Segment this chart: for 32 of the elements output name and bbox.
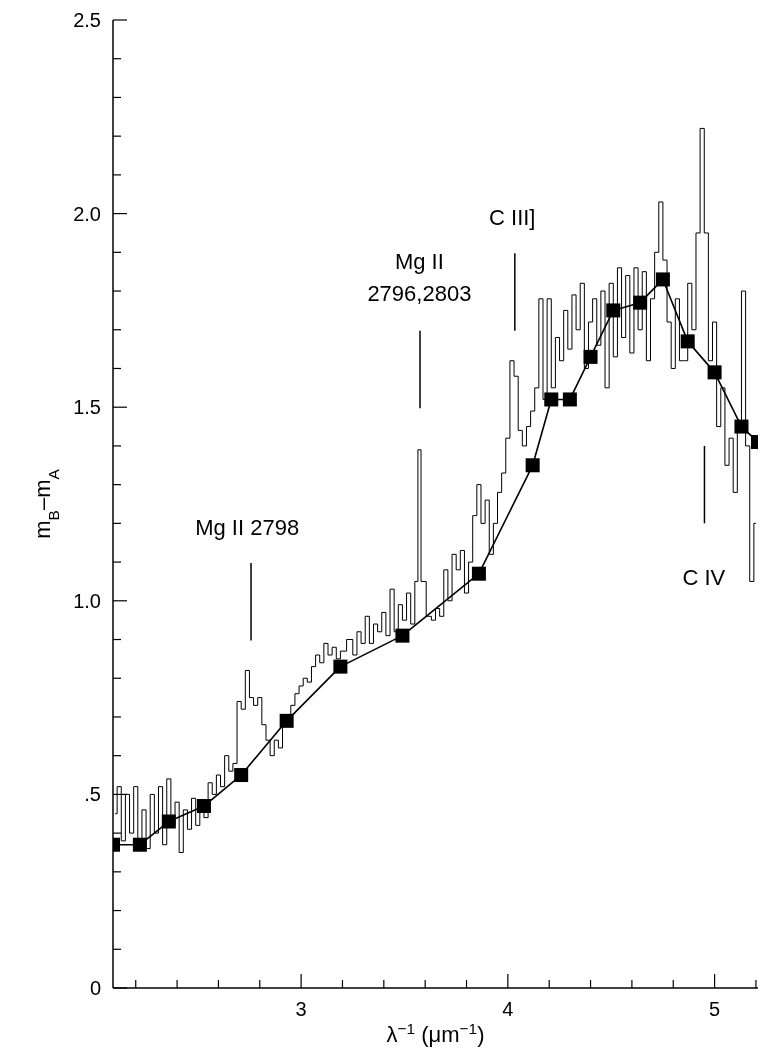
point — [707, 365, 722, 380]
y-tick-label: 2.0 — [73, 202, 101, 225]
y-tick-label: 1.5 — [73, 396, 101, 419]
point — [734, 419, 749, 434]
point — [333, 659, 348, 674]
point — [562, 392, 577, 407]
annotation: Mg II 2796,2803 — [367, 249, 472, 307]
point — [544, 392, 559, 407]
point — [395, 628, 410, 643]
x-tick-label: 5 — [709, 998, 721, 1020]
y-tick-label: 2.5 — [73, 9, 101, 31]
point — [161, 814, 176, 829]
y-tick-label: .5 — [84, 783, 101, 806]
point — [525, 458, 540, 473]
annotation: C IV — [682, 564, 726, 590]
annotation: Mg II 2798 — [195, 515, 300, 541]
y-tick-label: 0 — [89, 977, 101, 999]
point — [471, 566, 486, 581]
x-tick-label: 4 — [502, 998, 514, 1020]
point — [234, 768, 249, 783]
x-axis-title: λ$^{−1}$ (μm$^{−1}$) — [386, 1019, 485, 1047]
point — [655, 272, 670, 287]
point — [196, 799, 211, 814]
point — [279, 713, 294, 728]
y-tick-label: 1.0 — [73, 589, 101, 612]
point — [680, 334, 695, 349]
point — [606, 303, 621, 318]
annotation: C III] — [489, 204, 536, 230]
x-tick-label: 3 — [295, 998, 307, 1020]
point — [132, 837, 147, 852]
point — [583, 349, 598, 364]
point — [633, 295, 648, 310]
